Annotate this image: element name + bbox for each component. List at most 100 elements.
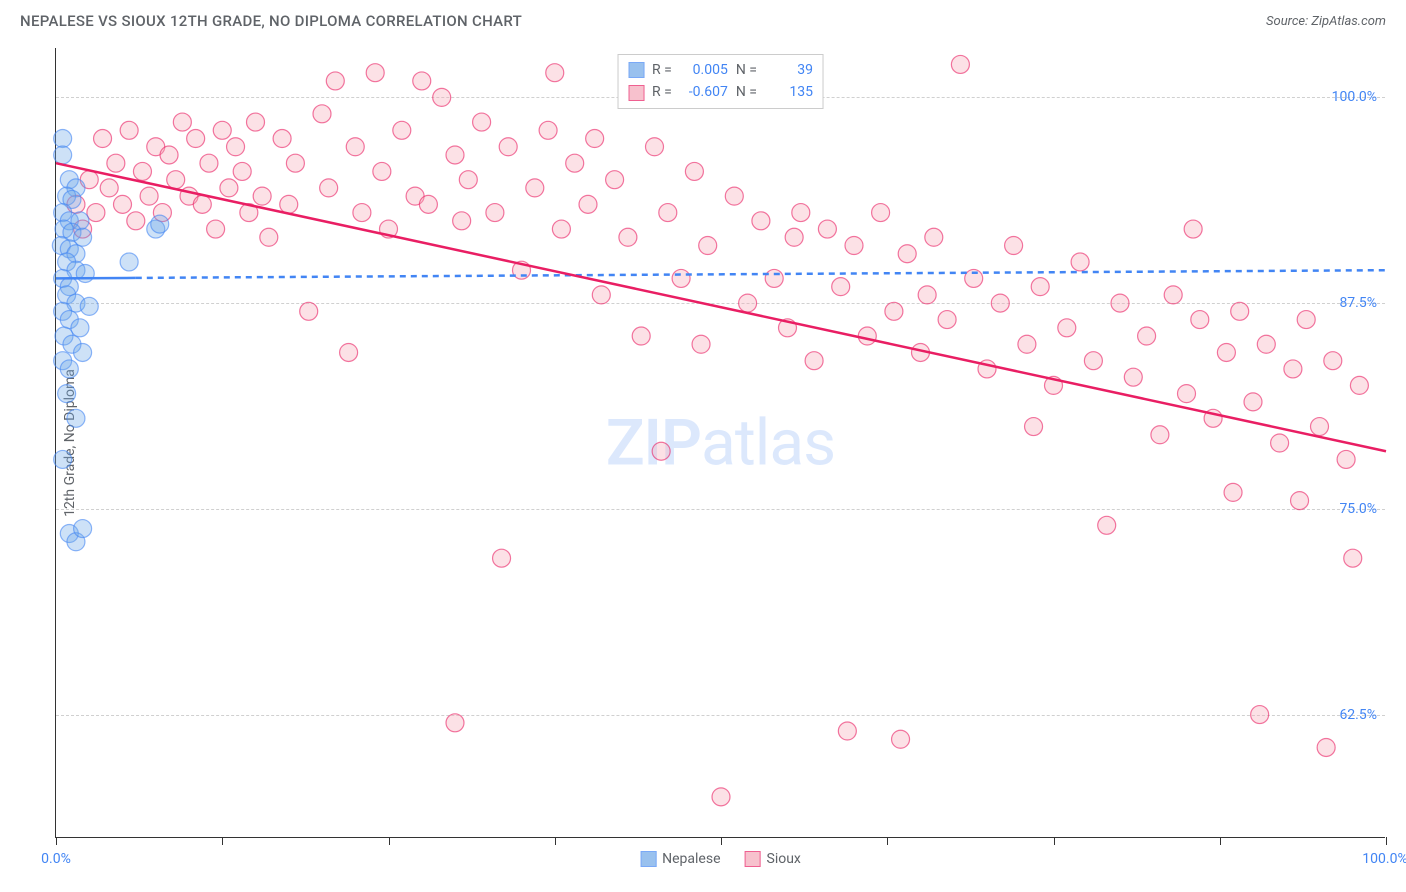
scatter-point [133,162,151,180]
legend-label-nepalese: Nepalese [662,851,720,867]
scatter-point [74,520,92,538]
trend-line [56,163,1386,451]
scatter-point [1217,343,1235,361]
scatter-point [173,113,191,131]
scatter-point [1244,393,1262,411]
scatter-point [1018,335,1036,353]
stats-legend-box: R = 0.005 N = 39 R = -0.607 N = 135 [617,54,824,109]
x-tick [222,837,223,845]
scatter-point [74,343,92,361]
scatter-point [1178,385,1196,403]
scatter-point [652,442,670,460]
scatter-point [151,215,169,233]
scatter-point [1317,738,1335,756]
scatter-point [1084,352,1102,370]
scatter-point [632,327,650,345]
scatter-point [892,730,910,748]
scatter-point [67,409,85,427]
r-label: R = [652,59,672,81]
scatter-point [845,237,863,255]
scatter-point [1311,418,1329,436]
scatter-point [366,64,384,82]
scatter-point [114,195,132,213]
scatter-point [100,179,118,197]
chart-title: NEPALESE VS SIOUX 12TH GRADE, NO DIPLOMA… [20,12,522,30]
scatter-point [872,204,890,222]
scatter-point [220,179,238,197]
x-tick [887,837,888,845]
trend-line [136,270,1386,278]
scatter-point [1324,352,1342,370]
scatter-point [805,352,823,370]
legend-swatch-nepalese-icon [640,851,656,867]
scatter-point [127,212,145,230]
scatter-point [453,212,471,230]
x-tick [1220,837,1221,845]
scatter-point [200,154,218,172]
scatter-point [120,121,138,139]
scatter-point [213,121,231,139]
n-label-2: N = [736,81,757,103]
scatter-point [685,162,703,180]
scatter-point [493,549,511,567]
scatter-point [54,130,72,148]
scatter-point [193,195,211,213]
scatter-point [54,450,72,468]
legend-item-nepalese: Nepalese [640,851,720,867]
scatter-point [1257,335,1275,353]
r-value-nepalese: 0.005 [680,59,728,81]
scatter-point [326,72,344,90]
scatter-point [1337,450,1355,468]
scatter-point [918,286,936,304]
scatter-point [672,269,690,287]
scatter-point [340,343,358,361]
x-tick [389,837,390,845]
scatter-point [280,195,298,213]
x-max-label: 100.0% [1362,851,1406,867]
legend-item-sioux: Sioux [745,851,801,867]
scatter-point [160,146,178,164]
scatter-point [446,714,464,732]
scatter-point [1031,278,1049,296]
scatter-point [832,278,850,296]
x-min-label: 0.0% [41,851,71,867]
scatter-point [725,187,743,205]
scatter-point [346,138,364,156]
scatter-point [353,204,371,222]
stats-row-nepalese: R = 0.005 N = 39 [628,59,813,81]
scatter-point [446,146,464,164]
scatter-point [765,269,783,287]
scatter-point [1025,418,1043,436]
scatter-point [260,228,278,246]
scatter-point [1138,327,1156,345]
scatter-point [1111,294,1129,312]
n-value-nepalese: 39 [765,59,813,81]
scatter-point [233,162,251,180]
scatter-point [71,319,89,337]
scatter-point [539,121,557,139]
scatter-point [1098,516,1116,534]
scatter-point [393,121,411,139]
scatter-point [473,113,491,131]
scatter-point [739,294,757,312]
scatter-point [373,162,391,180]
scatter-point [938,311,956,329]
scatter-point [1350,376,1368,394]
scatter-point [1071,253,1089,271]
scatter-point [1184,220,1202,238]
scatter-point [858,327,876,345]
scatter-point [76,264,94,282]
scatter-point [247,113,265,131]
scatter-point [140,187,158,205]
scatter-point [1297,311,1315,329]
scatter-point [54,146,72,164]
scatter-point [499,138,517,156]
chart-header: NEPALESE VS SIOUX 12TH GRADE, NO DIPLOMA… [20,12,1386,30]
scatter-point [659,204,677,222]
scatter-point [818,220,836,238]
scatter-point [286,154,304,172]
scatter-point [433,88,451,106]
r-value-sioux: -0.607 [680,81,728,103]
scatter-point [699,237,717,255]
scatter-point [792,204,810,222]
